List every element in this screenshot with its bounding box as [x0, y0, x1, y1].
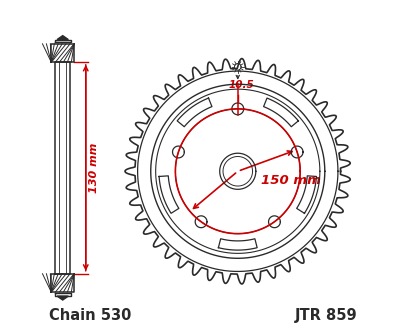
Text: 150 mm: 150 mm	[262, 174, 321, 187]
Text: 10.5: 10.5	[228, 80, 254, 90]
Polygon shape	[57, 296, 68, 300]
Text: JTR 859: JTR 859	[295, 308, 358, 323]
Polygon shape	[57, 36, 68, 39]
Text: 130 mm: 130 mm	[89, 143, 99, 193]
Text: Chain 530: Chain 530	[49, 308, 131, 323]
